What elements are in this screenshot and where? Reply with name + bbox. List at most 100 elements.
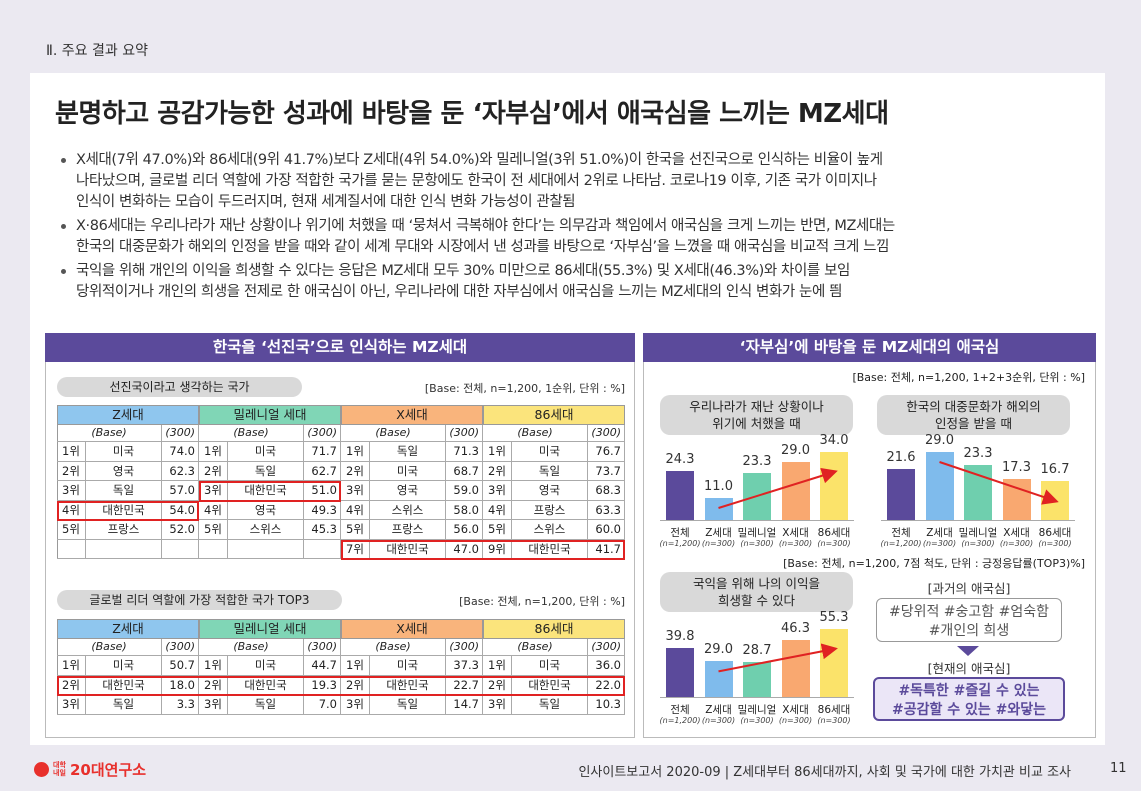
- chart-title: 국익을 위해 나의 이익을: [693, 576, 820, 591]
- base-label: (Base): [57, 425, 162, 442]
- base-n: (300): [162, 639, 199, 656]
- highlight-box: [199, 481, 341, 502]
- value-cell: 60.0: [588, 520, 625, 540]
- value-cell: 37.3: [446, 656, 483, 676]
- group-header: 86세대: [483, 405, 625, 425]
- highlight-box: [57, 500, 199, 521]
- value-cell: 56.0: [446, 520, 483, 540]
- country-cell: 영국: [86, 461, 162, 481]
- base-n: (300): [588, 639, 625, 656]
- rank-cell: 1위: [199, 656, 228, 676]
- rank-cell: 3위: [483, 695, 512, 715]
- rank-cell: 5위: [57, 520, 86, 540]
- country-cell: 독일: [370, 442, 446, 462]
- category-note: (n=1,200): [880, 539, 922, 548]
- chart-baseline: [881, 520, 1075, 521]
- country-cell: 영국: [512, 481, 588, 501]
- present-tags: #독특한 #즐길 수 있는: [898, 683, 1040, 699]
- page-number: 11: [1110, 761, 1127, 776]
- rank-cell: 1위: [483, 442, 512, 462]
- category-note: (n=300): [701, 716, 736, 725]
- bar: [820, 452, 848, 520]
- category-note: (n=300): [817, 716, 851, 725]
- country-cell: [86, 539, 162, 559]
- group-header: X세대: [341, 405, 483, 425]
- group-header: X세대: [341, 619, 483, 639]
- value-cell: 71.3: [446, 442, 483, 462]
- rank-cell: 1위: [199, 442, 228, 462]
- rank-cell: 2위: [483, 461, 512, 481]
- table-border: [57, 619, 58, 715]
- bar: [743, 473, 771, 520]
- category-note: (n=1,200): [659, 716, 701, 725]
- value-cell: 73.7: [588, 461, 625, 481]
- present-tags: #공감할 수 있는 #와닿는: [891, 702, 1046, 718]
- bar: [704, 661, 733, 697]
- country-cell: 미국: [228, 442, 304, 462]
- category-label: 밀레니얼: [737, 527, 777, 539]
- category-label: 전체: [670, 527, 690, 539]
- bar: [666, 648, 694, 697]
- chart-title-box: [660, 395, 853, 435]
- category-label: 전체: [891, 527, 911, 539]
- rank-cell: 5위: [199, 520, 228, 540]
- value-label: 21.6: [886, 450, 916, 466]
- value-label: 23.3: [742, 454, 772, 470]
- rank-cell: 5위: [483, 520, 512, 540]
- past-tags: #개인의 희생: [928, 623, 1010, 639]
- category-note: (n=300): [701, 539, 736, 548]
- value-cell: [304, 539, 341, 559]
- country-cell: 독일: [86, 695, 162, 715]
- bar: [781, 640, 810, 697]
- value-cell: 74.0: [162, 442, 199, 462]
- country-cell: 프랑스: [512, 500, 588, 520]
- bullet-line: X세대(7위 47.0%)와 86세대(9위 41.7%)보다 Z세대(4위 5…: [76, 152, 883, 168]
- bullet-dot: [61, 224, 66, 229]
- present-label: [현재의 애국심]: [927, 661, 1011, 676]
- country-cell: 프랑스: [86, 520, 162, 540]
- value-cell: 62.7: [304, 461, 341, 481]
- bar: [1041, 480, 1069, 520]
- value-cell: 59.0: [446, 481, 483, 501]
- chart-baseline: [660, 520, 854, 521]
- rank-cell: 3위: [341, 481, 370, 501]
- value-label: 39.8: [665, 629, 695, 645]
- table-base: [Base: 전체, n=1,200, 1순위, 단위 : %]: [424, 382, 625, 395]
- category-note: (n=300): [999, 539, 1034, 548]
- country-cell: 영국: [228, 500, 304, 520]
- chart-title: 한국의 대중문화가 해외의: [906, 399, 1041, 414]
- country-cell: [228, 539, 304, 559]
- rank-cell: 1위: [341, 442, 370, 462]
- rank-cell: 2위: [57, 461, 86, 481]
- rank-cell: 1위: [341, 656, 370, 676]
- group-header: Z세대: [57, 405, 199, 425]
- rank-cell: 2위: [199, 461, 228, 481]
- highlight-box: [341, 539, 625, 560]
- rank-cell: 1위: [57, 656, 86, 676]
- group-header: 밀레니얼 세대: [199, 619, 341, 639]
- category-label: Z세대: [705, 704, 732, 716]
- category-label: X세대: [782, 704, 809, 716]
- category-note: (n=300): [778, 716, 813, 725]
- category-label: 밀레니얼: [737, 704, 777, 716]
- value-label: 24.3: [665, 452, 695, 468]
- chart-title: 위기에 처했을 때: [712, 416, 801, 431]
- group-header: 86세대: [483, 619, 625, 639]
- category-label: 86세대: [817, 704, 851, 716]
- bar: [666, 471, 694, 520]
- rank-cell: 3위: [483, 481, 512, 501]
- chart-title-box: [660, 572, 853, 612]
- value-cell: 14.7: [446, 695, 483, 715]
- country-cell: 스위스: [370, 500, 446, 520]
- present-box: [873, 677, 1065, 721]
- country-cell: 영국: [370, 481, 446, 501]
- bullet-line: 나타났으며, 글로벌 리더 역할에 가장 적합한 국가를 묻는 문항에도 한국이…: [76, 173, 877, 189]
- value-cell: 62.3: [162, 461, 199, 481]
- value-cell: 3.3: [162, 695, 199, 715]
- bullet-dot: [61, 269, 66, 274]
- country-cell: 미국: [512, 656, 588, 676]
- value-cell: 76.7: [588, 442, 625, 462]
- page-title: 분명하고 공감가능한 성과에 바탕을 둔 ‘자부심’에서 애국심을 느끼는 MZ…: [55, 99, 889, 129]
- bullet-line: 한국의 대중문화가 해외의 인정을 받을 때와 같이 세계 무대와 시장에서 낸…: [76, 239, 890, 255]
